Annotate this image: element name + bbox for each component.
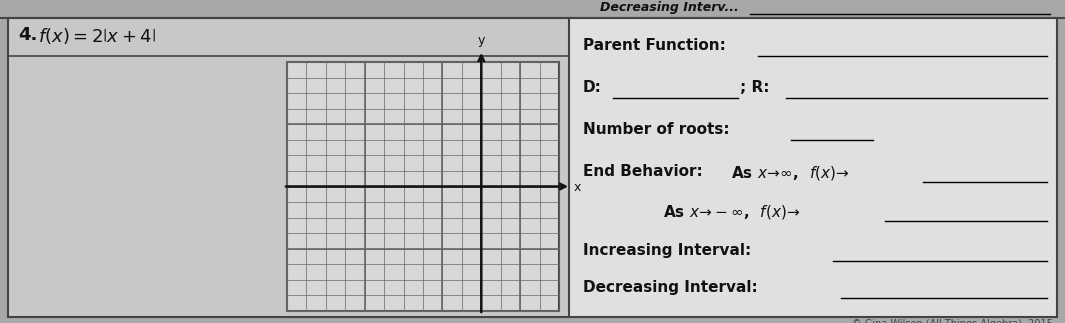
Bar [286,62,559,311]
Text: D:: D: [583,80,602,95]
Text: As $x\!\rightarrow\!-\infty$,  $f(x)\!\rightarrow$: As $x\!\rightarrow\!-\infty$, $f(x)\!\ri… [663,203,801,221]
Text: ; R:: ; R: [740,80,770,95]
Text: x: x [574,181,581,194]
Text: © Gina Wilson (All Things Algebra), 2015: © Gina Wilson (All Things Algebra), 2015 [852,319,1053,323]
Text: y: y [477,34,485,47]
Text: Increasing Interval:: Increasing Interval: [583,243,751,258]
Text: $f(x)=2\left|x+4\right|$: $f(x)=2\left|x+4\right|$ [38,26,155,46]
Text: Parent Function:: Parent Function: [583,38,726,53]
Text: Decreasing Interval:: Decreasing Interval: [583,280,758,295]
Text: End Behavior:: End Behavior: [583,164,714,179]
Text: Number of roots:: Number of roots: [583,122,730,137]
Text: 4.: 4. [18,26,37,44]
Text: Decreasing Interv...: Decreasing Interv... [600,2,739,15]
Text: As $x\!\rightarrow\!\infty$,  $f(x)\!\rightarrow$: As $x\!\rightarrow\!\infty$, $f(x)\!\rig… [731,164,850,182]
Bar [569,18,1056,317]
Bar [9,18,569,317]
